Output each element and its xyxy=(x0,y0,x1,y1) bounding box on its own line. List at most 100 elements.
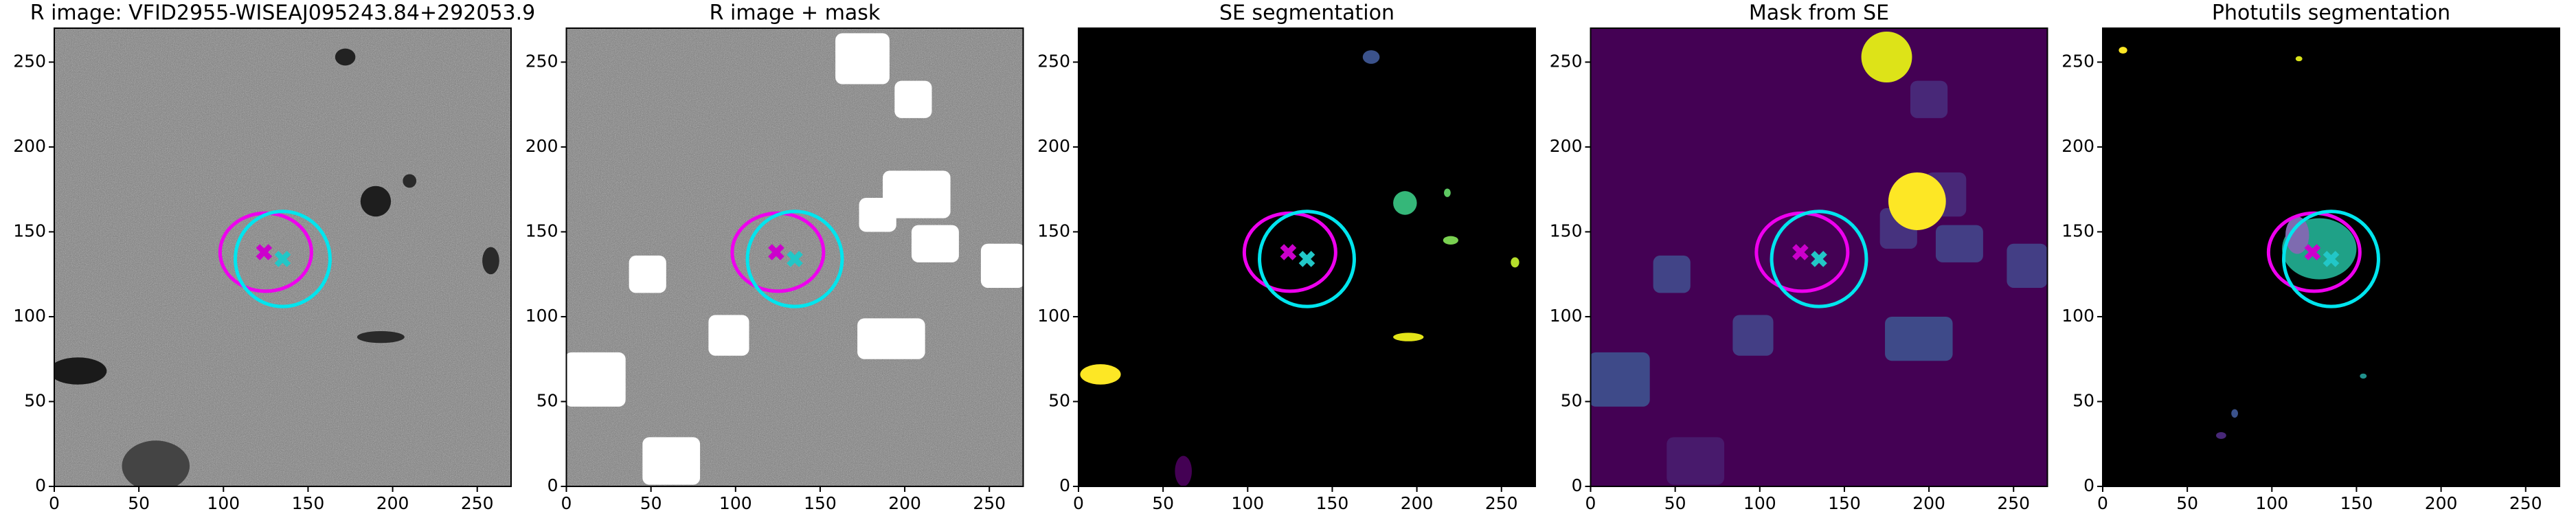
x-tick-label: 200 xyxy=(2425,493,2458,513)
x-tick-label: 0 xyxy=(1585,493,1596,513)
aperture-ellipse xyxy=(2282,210,2380,308)
y-tick-label: 0 xyxy=(547,475,558,495)
x-tick-label: 100 xyxy=(2255,493,2288,513)
x-tick-label: 250 xyxy=(2509,493,2542,513)
x-marker xyxy=(1811,251,1827,267)
aperture-ellipse xyxy=(234,210,332,308)
segment-region xyxy=(1362,50,1380,64)
segment-region xyxy=(482,247,499,275)
segment-region xyxy=(2216,431,2226,439)
x-tick-label: 50 xyxy=(1664,493,1686,513)
y-tick-label: 250 xyxy=(2061,51,2094,71)
segment-region xyxy=(1444,188,1451,197)
segment-region xyxy=(54,357,107,385)
y-tick-label: 100 xyxy=(2061,306,2094,326)
x-tick-label: 200 xyxy=(376,493,409,513)
panel xyxy=(1590,28,2048,486)
y-tick-label: 100 xyxy=(1037,306,1070,326)
x-marker xyxy=(2323,251,2340,267)
segment-region xyxy=(360,185,392,217)
segment-region xyxy=(2295,56,2303,62)
mask-region xyxy=(708,315,749,356)
y-tick-label: 250 xyxy=(1037,51,1070,71)
x-marker xyxy=(768,244,784,260)
panel-title: Mask from SE xyxy=(1749,1,1889,25)
mask-region xyxy=(642,437,701,485)
x-tick-label: 200 xyxy=(1401,493,1434,513)
segment-region xyxy=(335,48,356,66)
mask-region xyxy=(883,170,951,218)
mask-region xyxy=(1910,80,1948,118)
mask-region xyxy=(1667,437,1725,485)
x-marker xyxy=(2304,244,2321,260)
mask-region xyxy=(1935,225,1983,262)
x-marker xyxy=(1280,244,1297,260)
x-tick-label: 150 xyxy=(1316,493,1349,513)
x-tick-label: 250 xyxy=(1485,493,1518,513)
y-tick-label: 250 xyxy=(13,51,46,71)
y-tick-label: 50 xyxy=(24,390,46,410)
segment-region xyxy=(1393,333,1424,341)
x-tick-label: 200 xyxy=(1912,493,1945,513)
x-tick-label: 50 xyxy=(640,493,662,513)
mask-region xyxy=(835,33,890,85)
y-tick-label: 150 xyxy=(2061,221,2094,240)
panel-title: Photutils segmentation xyxy=(2212,1,2450,25)
y-tick-label: 50 xyxy=(2072,390,2094,410)
x-tick-label: 0 xyxy=(1073,493,1084,513)
y-tick-label: 100 xyxy=(526,306,558,326)
x-tick-label: 100 xyxy=(1231,493,1264,513)
segment-region xyxy=(1443,236,1458,245)
y-tick-label: 150 xyxy=(1550,221,1583,240)
y-tick-label: 250 xyxy=(526,51,558,71)
panel xyxy=(1078,28,1535,486)
panel xyxy=(2103,28,2560,486)
aperture-ellipse xyxy=(1770,210,1868,308)
panel xyxy=(54,28,511,486)
y-tick-label: 0 xyxy=(35,475,46,495)
mask-region xyxy=(1885,316,1953,361)
mask-region xyxy=(894,80,932,118)
x-tick-label: 50 xyxy=(128,493,150,513)
x-tick-label: 50 xyxy=(2176,493,2198,513)
x-tick-label: 150 xyxy=(1828,493,1861,513)
y-tick-label: 0 xyxy=(1059,475,1070,495)
mask-region xyxy=(911,225,959,262)
y-tick-label: 150 xyxy=(526,221,558,240)
y-tick-label: 200 xyxy=(13,136,46,156)
segment-region xyxy=(2285,216,2309,254)
segment-region xyxy=(1888,172,1946,230)
aperture-ellipse xyxy=(1258,210,1356,308)
mask-region xyxy=(1732,315,1774,356)
axes-frame xyxy=(2102,27,2560,487)
aperture-ellipse xyxy=(745,210,844,308)
x-marker xyxy=(274,251,291,267)
x-tick-label: 150 xyxy=(292,493,325,513)
x-marker xyxy=(787,251,803,267)
x-tick-label: 250 xyxy=(973,493,1006,513)
segment-region xyxy=(2119,47,2127,54)
x-tick-label: 100 xyxy=(1743,493,1776,513)
segment-region xyxy=(403,174,417,188)
panel-title: R image + mask xyxy=(710,1,881,25)
x-tick-label: 150 xyxy=(2340,493,2373,513)
y-tick-label: 0 xyxy=(2083,475,2094,495)
x-tick-label: 100 xyxy=(719,493,752,513)
segment-region xyxy=(1393,191,1417,215)
segment-region xyxy=(1080,364,1121,385)
x-marker xyxy=(1792,244,1809,260)
axes-frame xyxy=(565,27,1024,487)
x-marker xyxy=(1298,251,1315,267)
x-tick-label: 0 xyxy=(561,493,572,513)
y-tick-label: 0 xyxy=(1572,475,1583,495)
segment-region xyxy=(122,440,190,486)
segment-region xyxy=(2231,409,2239,418)
y-tick-label: 50 xyxy=(536,390,558,410)
segment-region xyxy=(357,330,405,344)
y-tick-label: 200 xyxy=(2061,136,2094,156)
y-tick-label: 150 xyxy=(13,221,46,240)
panel-title: SE segmentation xyxy=(1219,1,1394,25)
segment-region xyxy=(1175,455,1193,486)
x-tick-label: 0 xyxy=(49,493,60,513)
